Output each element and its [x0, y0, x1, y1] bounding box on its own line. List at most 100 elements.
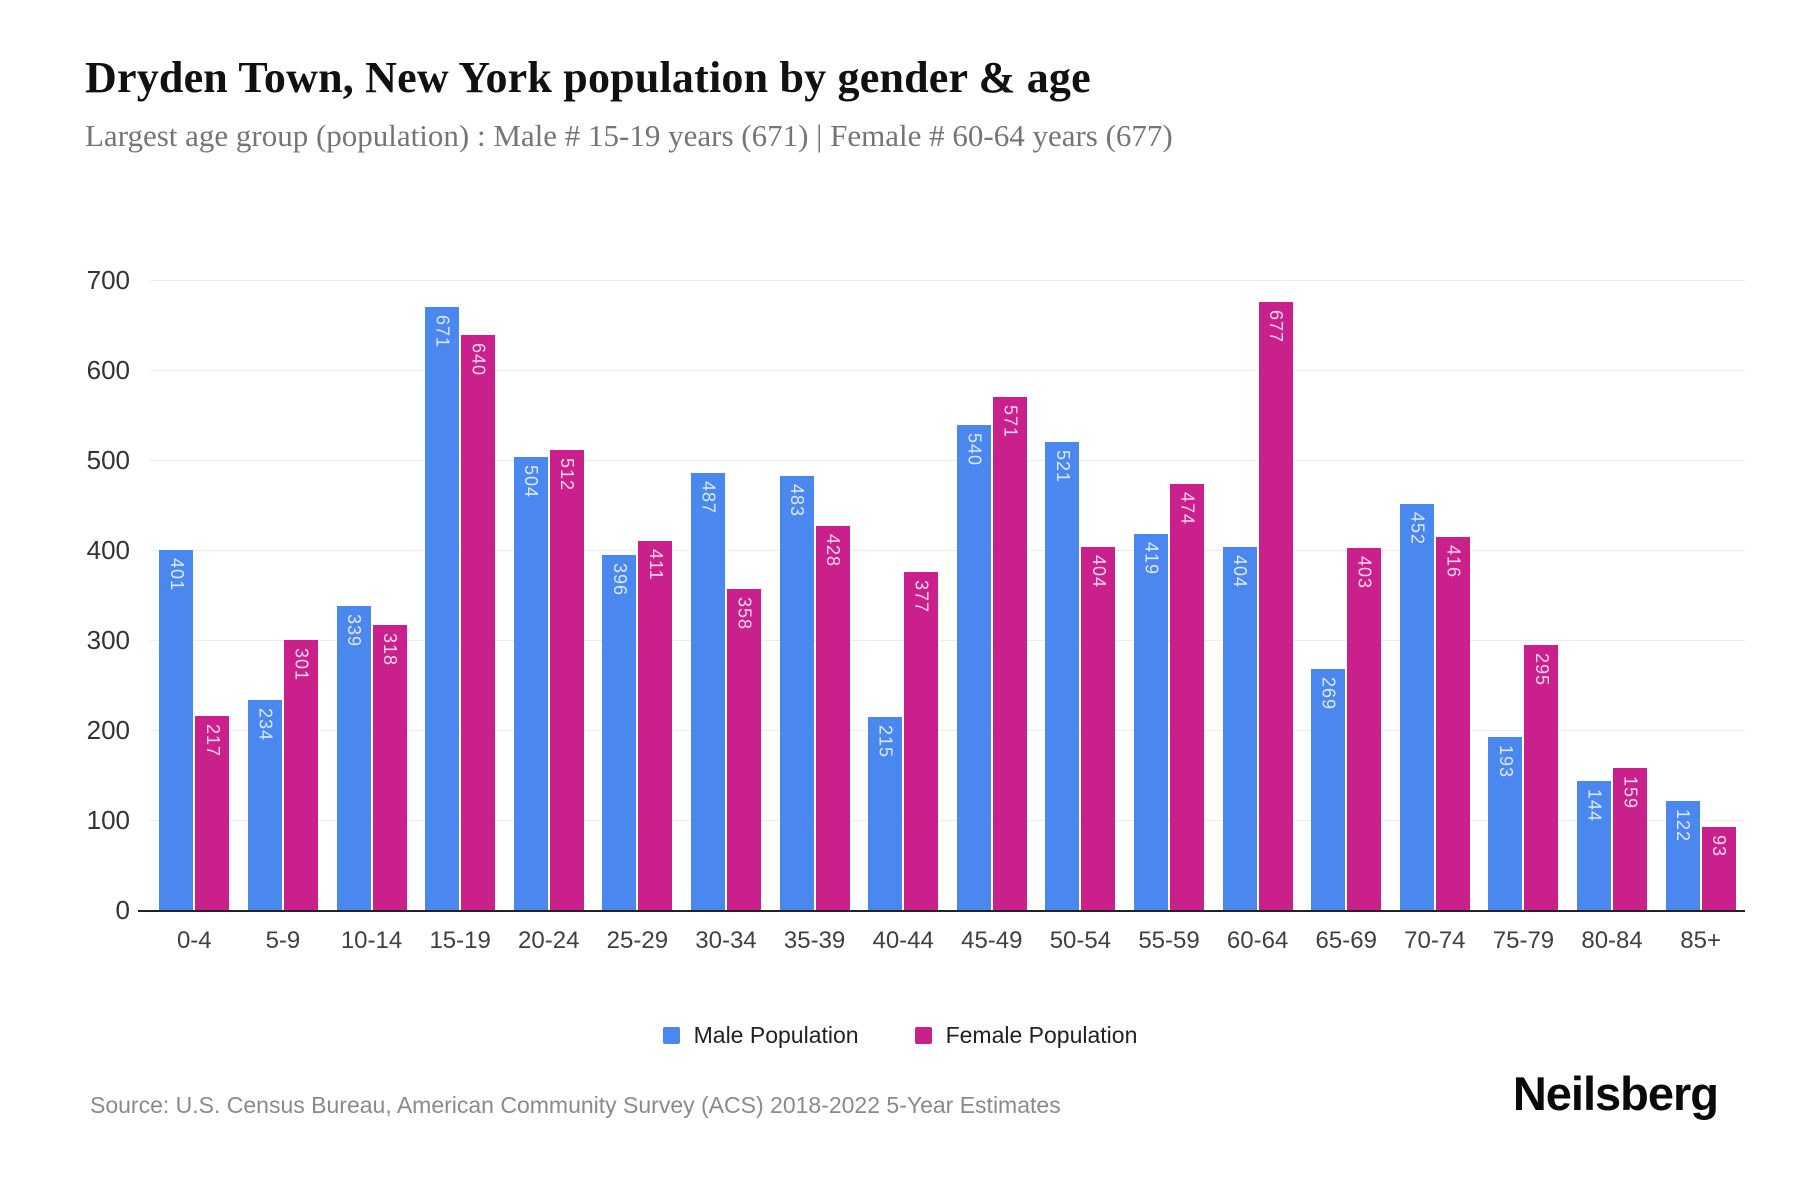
- male-bar-45-49[interactable]: 540: [956, 425, 991, 911]
- bar-group-5-9: 234 301 5-9: [239, 281, 328, 954]
- bar-value-label: 521: [1052, 450, 1073, 484]
- x-tick-label-75-79: 75-79: [1492, 927, 1555, 954]
- male-bar-40-44[interactable]: 215: [868, 717, 903, 911]
- bar-group-15-19: 671 640 15-19: [416, 281, 505, 954]
- bar-value-label: 144: [1584, 789, 1605, 823]
- bar-value-label: 487: [698, 481, 719, 515]
- legend-item-male-population[interactable]: Male Population: [662, 1022, 859, 1049]
- x-tick-label-50-54: 50-54: [1049, 927, 1112, 954]
- x-tick-label-40-44: 40-44: [872, 927, 934, 954]
- female-bar-65-69[interactable]: 403: [1347, 548, 1382, 911]
- female-bar-85+[interactable]: 93: [1701, 827, 1736, 911]
- bar-group-50-54: 521 404 50-54: [1036, 281, 1125, 954]
- female-bar-40-44[interactable]: 377: [904, 572, 939, 911]
- male-bar-80-84[interactable]: 144: [1577, 781, 1612, 911]
- female-bar-70-74[interactable]: 416: [1435, 537, 1470, 911]
- page-subtitle: Largest age group (population) : Male # …: [85, 118, 1173, 153]
- bar-group-40-44: 215 377 40-44: [859, 281, 948, 954]
- bar-value-label: 540: [964, 433, 985, 467]
- bar-group-70-74: 452 416 70-74: [1391, 281, 1480, 954]
- bar-group-80-84: 144 159 80-84: [1568, 281, 1657, 954]
- bar-value-label: 411: [645, 549, 666, 581]
- female-bar-60-64[interactable]: 677: [1258, 302, 1293, 911]
- y-tick-label-600: 600: [86, 355, 130, 385]
- gridline-500: [150, 460, 1745, 461]
- bar-value-label: 301: [291, 648, 312, 682]
- bar-value-label: 318: [380, 633, 401, 667]
- male-bar-50-54[interactable]: 521: [1045, 442, 1080, 911]
- x-tick-label-80-84: 80-84: [1581, 927, 1643, 954]
- x-tick-label-15-19: 15-19: [429, 927, 491, 954]
- bar-value-label: 677: [1266, 310, 1287, 344]
- bar-value-label: 428: [823, 534, 844, 568]
- bar-value-label: 358: [734, 597, 755, 631]
- male-bar-10-14[interactable]: 339: [336, 606, 371, 911]
- bar-value-label: 217: [202, 724, 223, 758]
- female-bar-50-54[interactable]: 404: [1081, 547, 1116, 911]
- x-tick-label-10-14: 10-14: [340, 927, 403, 954]
- bar-group-60-64: 404 677 60-64: [1213, 281, 1302, 954]
- y-tick-label-0: 0: [115, 895, 130, 925]
- female-bar-55-59[interactable]: 474: [1170, 484, 1204, 911]
- source-text: Source: U.S. Census Bureau, American Com…: [90, 1092, 1061, 1118]
- male-bar-85+[interactable]: 122: [1665, 801, 1700, 911]
- gridline-600: [150, 370, 1745, 371]
- bar-value-label: 474: [1177, 492, 1198, 526]
- bar-value-label: 122: [1673, 809, 1694, 843]
- bar-group-55-59: 419 474 55-59: [1125, 281, 1214, 954]
- female-bar-10-14[interactable]: 318: [372, 625, 407, 911]
- bar-group-25-29: 396 411 25-29: [593, 281, 682, 954]
- bar-value-label: 401: [166, 558, 187, 592]
- gridline-200: [150, 730, 1745, 731]
- bar-value-label: 159: [1620, 776, 1641, 810]
- bar-value-label: 295: [1531, 653, 1552, 687]
- bar-value-label: 404: [1088, 555, 1109, 589]
- male-bar-75-79[interactable]: 193: [1488, 737, 1523, 911]
- legend-item-female-population[interactable]: Female Population: [914, 1022, 1138, 1049]
- male-bar-25-29[interactable]: 396: [602, 555, 637, 911]
- y-tick-label-300: 300: [86, 625, 130, 655]
- bar-chart: 0 100 200 300 400 500 600 700 401 217 0-4 234 301 5-…: [0, 240, 1800, 1000]
- x-tick-label-65-69: 65-69: [1315, 927, 1377, 954]
- bar-value-label: 93: [1709, 835, 1730, 858]
- male-bar-15-19[interactable]: 671: [425, 307, 460, 911]
- male-bar-60-64[interactable]: 404: [1222, 547, 1257, 911]
- bar-value-label: 396: [609, 563, 630, 597]
- male-bar-5-9[interactable]: 234: [247, 700, 282, 911]
- bar-value-label: 512: [557, 458, 578, 492]
- bar-value-label: 671: [432, 315, 453, 349]
- y-tick-label-200: 200: [86, 715, 130, 745]
- female-bar-20-24[interactable]: 512: [549, 450, 584, 911]
- female-bar-5-9[interactable]: 301: [283, 640, 318, 911]
- bar-value-label: 215: [875, 725, 896, 759]
- legend-label: Male Population: [693, 1022, 859, 1048]
- bar-group-35-39: 483 428 35-39: [770, 281, 859, 954]
- female-bar-30-34[interactable]: 358: [726, 589, 761, 911]
- female-bar-80-84[interactable]: 159: [1613, 768, 1648, 911]
- male-bar-0-4[interactable]: 401: [159, 550, 194, 911]
- male-bar-55-59[interactable]: 419: [1134, 534, 1168, 911]
- x-tick-label-85+: 85+: [1680, 927, 1722, 954]
- bar-group-85+: 122 93 85+: [1656, 281, 1745, 954]
- bar-value-label: 377: [911, 580, 932, 614]
- gridline-300: [150, 640, 1745, 641]
- male-bar-70-74[interactable]: 452: [1399, 504, 1434, 911]
- female-bar-35-39[interactable]: 428: [815, 526, 850, 911]
- legend-label: Female Population: [945, 1022, 1138, 1048]
- male-bar-20-24[interactable]: 504: [513, 457, 548, 911]
- bar-group-20-24: 504 512 20-24: [504, 281, 593, 954]
- female-bar-0-4[interactable]: 217: [195, 716, 230, 911]
- male-bar-65-69[interactable]: 269: [1311, 669, 1346, 911]
- gridline-700: [150, 280, 1745, 281]
- male-bar-35-39[interactable]: 483: [779, 476, 814, 911]
- x-tick-label-45-49: 45-49: [961, 927, 1023, 954]
- female-bar-25-29[interactable]: 411: [638, 541, 673, 911]
- bar-value-label: 193: [1495, 745, 1516, 779]
- male-bar-30-34[interactable]: 487: [690, 473, 725, 911]
- x-tick-label-35-39: 35-39: [783, 927, 846, 954]
- female-bar-15-19[interactable]: 640: [461, 335, 496, 911]
- bar-value-label: 403: [1354, 556, 1375, 590]
- bar-value-label: 640: [468, 343, 489, 377]
- female-bar-45-49[interactable]: 571: [992, 397, 1027, 911]
- female-bar-75-79[interactable]: 295: [1524, 645, 1559, 911]
